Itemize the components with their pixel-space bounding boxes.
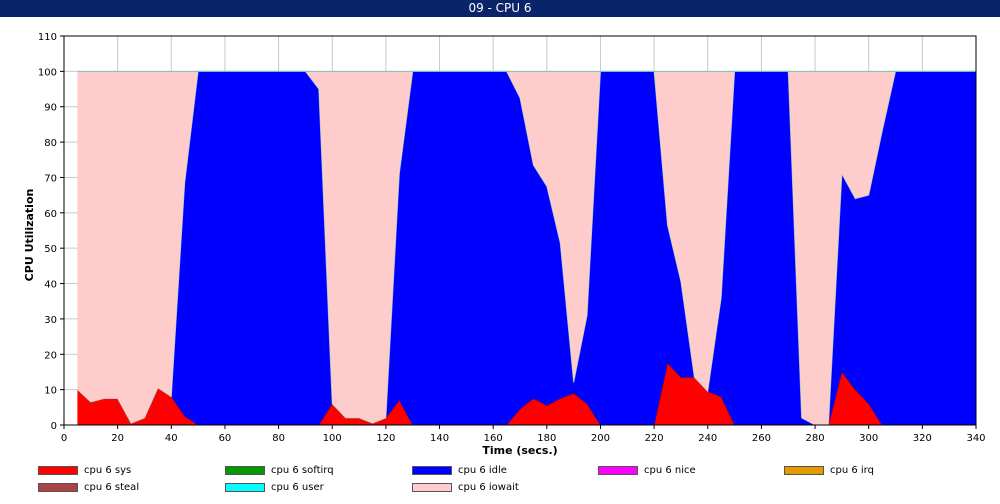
y-tick-label: 20 [44, 350, 57, 361]
cpu-utilization-chart: 0 20 40 60 80 100 120 140 160 180 200 220 240 260 280 3… [23, 32, 986, 457]
x-axis-label: Time (secs.) [482, 444, 557, 457]
x-tick-label: 280 [806, 433, 825, 444]
y-tick-label: 40 [44, 280, 57, 291]
area-cpu-6-iowait [77, 71, 977, 425]
chart-title-bar: 09 - CPU 6 [0, 0, 1000, 17]
legend-label: cpu 6 softirq [271, 465, 334, 476]
x-tick-label: 300 [859, 433, 878, 444]
y-tick-label: 80 [44, 138, 57, 149]
x-tick-label: 140 [430, 433, 449, 444]
y-tick-label: 30 [44, 315, 57, 326]
x-tick-label: 240 [698, 433, 717, 444]
plot-frame [63, 35, 977, 426]
x-tick-label: 100 [323, 433, 342, 444]
x-tick-label: 0 [61, 433, 67, 444]
legend-swatch [412, 466, 452, 475]
legend-swatch [38, 483, 78, 492]
legend-swatch [598, 466, 638, 475]
legend-swatch [412, 483, 452, 492]
y-tick-label: 90 [44, 103, 57, 114]
area-cpu-6-sys [77, 363, 977, 425]
x-tick-label: 40 [165, 433, 178, 444]
legend-label: cpu 6 irq [830, 465, 874, 476]
x-tick-label: 220 [645, 433, 664, 444]
x-tick-label: 320 [913, 433, 932, 444]
legend-label: cpu 6 steal [84, 482, 140, 493]
y-tick-label: 10 [44, 386, 57, 397]
legend-label: cpu 6 idle [458, 465, 507, 476]
y-axis-label: CPU Utilization [23, 189, 36, 282]
x-tick-label: 180 [537, 433, 556, 444]
area-cpu-6-idle [77, 71, 977, 425]
x-tick-label: 200 [591, 433, 610, 444]
legend-label: cpu 6 nice [644, 465, 696, 476]
legend-swatch [225, 466, 265, 475]
x-tick-label: 160 [484, 433, 503, 444]
y-tick-label: 0 [51, 421, 57, 432]
x-tick-label: 260 [752, 433, 771, 444]
chart-legend: cpu 6 sys cpu 6 softirq cpu 6 idle cpu 6 ni… [0, 462, 1000, 504]
legend-label: cpu 6 iowait [458, 482, 519, 493]
x-tick-label: 120 [376, 433, 395, 444]
chart-title: 09 - CPU 6 [468, 1, 532, 15]
y-tick-label: 110 [38, 32, 57, 43]
x-tick-label: 60 [219, 433, 232, 444]
legend-label: cpu 6 sys [84, 465, 132, 476]
legend-swatch [784, 466, 824, 475]
y-tick-label: 100 [38, 67, 57, 78]
legend-swatch [225, 483, 265, 492]
y-tick-label: 60 [44, 209, 57, 220]
x-tick-label: 20 [111, 433, 124, 444]
legend-label: cpu 6 user [271, 482, 324, 493]
legend-swatch [38, 466, 78, 475]
x-tick-label: 80 [272, 433, 285, 444]
x-tick-label: 340 [966, 433, 985, 444]
y-tick-label: 50 [44, 244, 57, 255]
y-tick-label: 70 [44, 173, 57, 184]
